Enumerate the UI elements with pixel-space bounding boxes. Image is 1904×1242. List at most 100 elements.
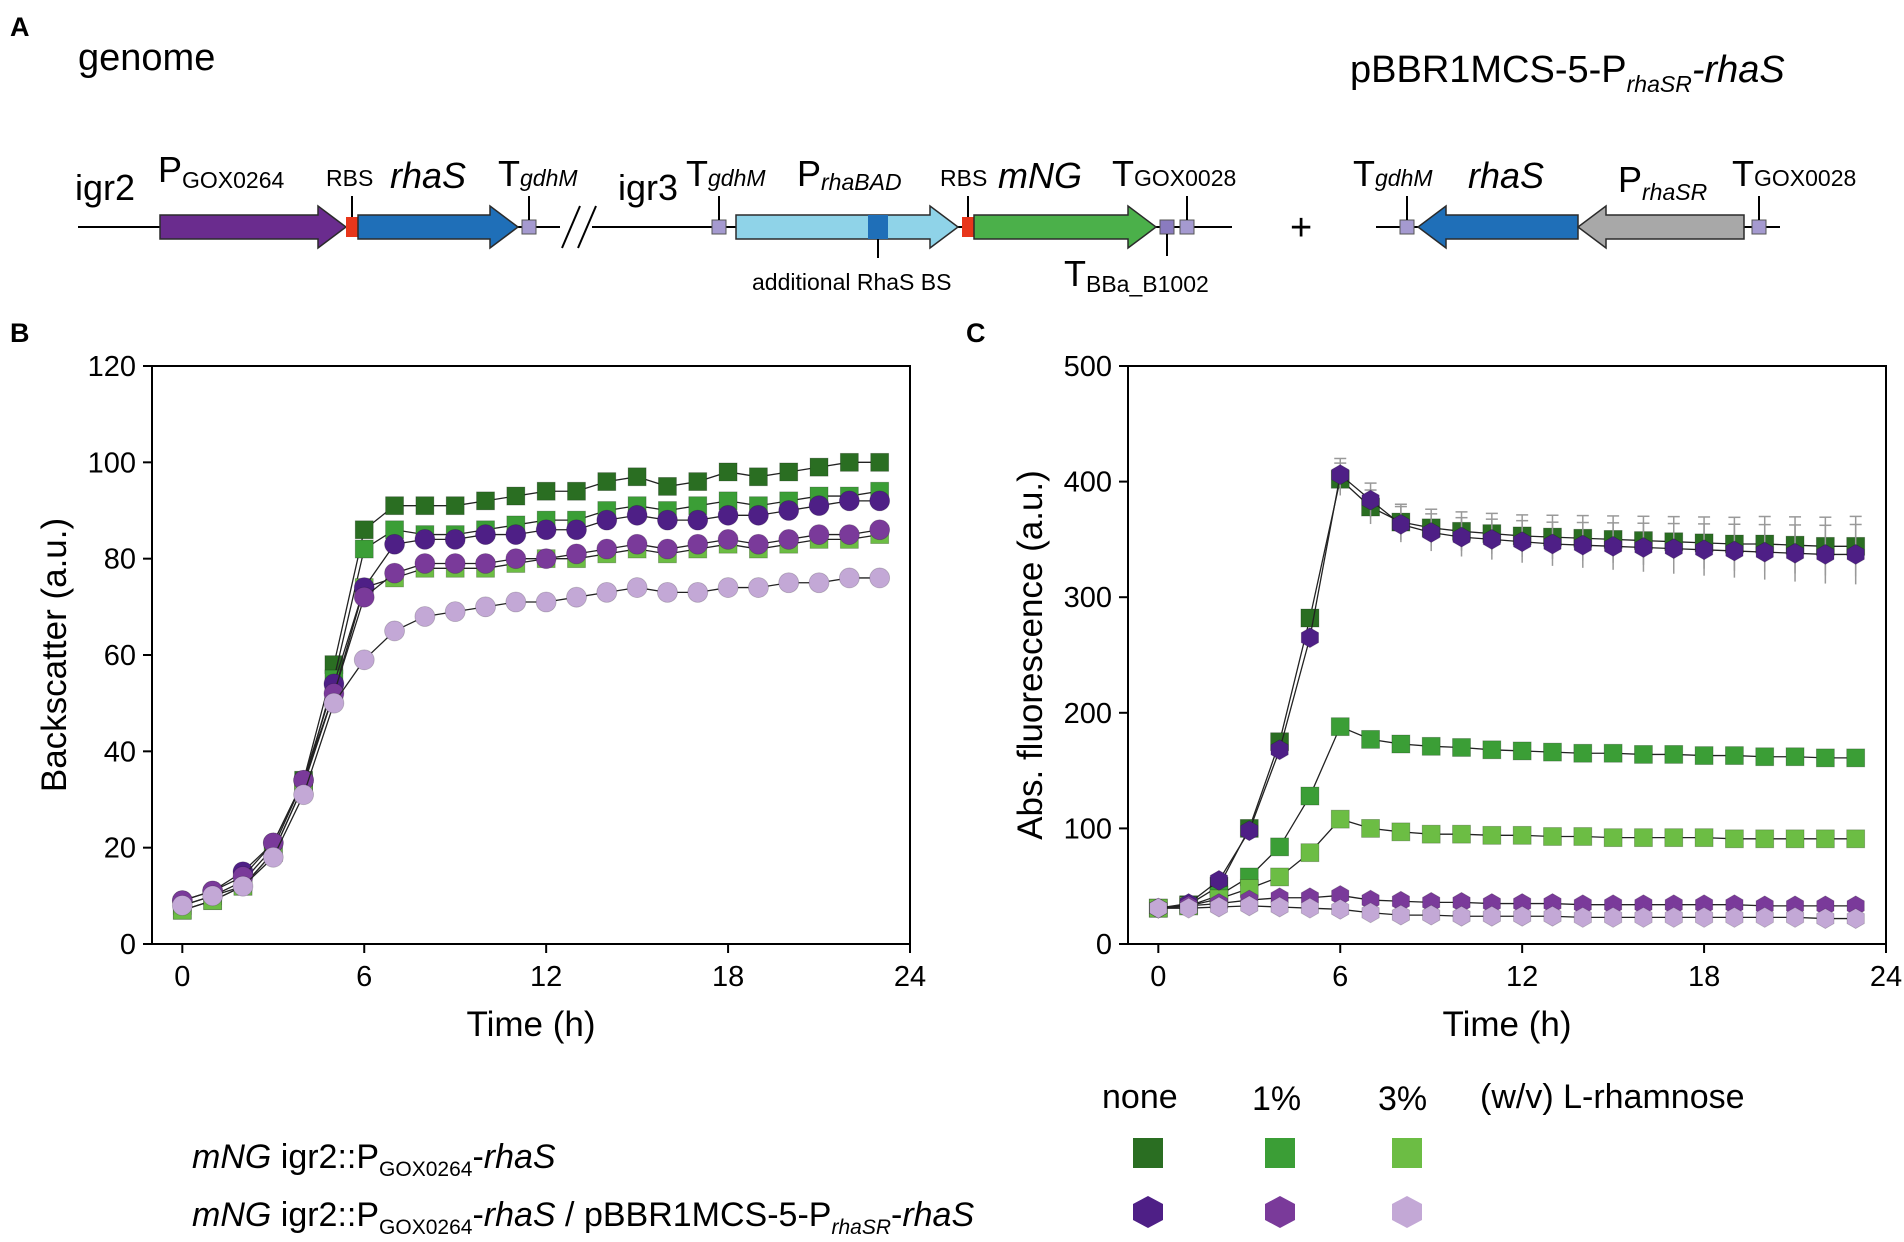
promoter-rhasr-sub: rhaSR	[1642, 179, 1707, 205]
terminator-gox0028-2-label: TGOX0028	[1732, 153, 1856, 194]
backscatter-data-point	[658, 477, 677, 496]
backscatter-data-point	[414, 529, 436, 550]
terminator-gdhm-1-main: T	[498, 153, 520, 194]
fluor-data-point	[1240, 820, 1259, 842]
promoter-rhasr-label: PrhaSR	[1618, 159, 1707, 205]
backscatter-data-point	[445, 496, 465, 516]
fluor-data-point	[1664, 828, 1684, 848]
fluor-data-point	[1240, 895, 1259, 917]
fluor-series-line	[1158, 725, 1856, 909]
fluor-data-point	[1421, 824, 1441, 844]
legend-row-2-c: / pBBR1MCS-5-P	[556, 1196, 832, 1234]
backscatter-data-point	[202, 885, 224, 907]
legend-row-1-label: mNG igr2::PGOX0264-rhaS	[192, 1138, 556, 1181]
fluor-data-point	[1330, 717, 1350, 737]
fluor-data-point	[1300, 608, 1320, 628]
fluor-data-point	[1664, 906, 1683, 928]
plasmid-title-main: pBBR1MCS-5-P	[1350, 49, 1627, 91]
backscatter-data-point	[688, 472, 708, 492]
fluor-data-point	[1634, 537, 1653, 558]
fluor-series-1	[1148, 462, 1866, 918]
legend-row-2-label: mNG igr2::PGOX0264-rhaS / pBBR1MCS-5-Prh…	[192, 1196, 974, 1239]
plasmid-title-sub: rhaSR	[1627, 71, 1692, 97]
fluor-data-point	[1694, 828, 1714, 848]
terminator-gdhm-1-box	[521, 219, 537, 235]
panel-label-a: A	[10, 12, 30, 42]
fluor-data-point	[1452, 526, 1471, 548]
legend-swatch-green-1pct	[1265, 1138, 1295, 1168]
terminator-gox0028-1-sub: GOX0028	[1134, 165, 1236, 191]
legend-row-2-b: -	[472, 1196, 483, 1234]
backscatter-data-point	[838, 524, 860, 545]
promoter-rhabad-main: P	[797, 153, 821, 194]
terminator-gdhm-3-main: T	[1353, 153, 1375, 194]
fluor-data-point	[1391, 513, 1410, 535]
terminator-gox0028-2-box	[1751, 219, 1767, 235]
promoter-gox0264-arrow	[159, 204, 348, 250]
fluor-data-point	[1270, 739, 1289, 761]
fluor-data-point	[1422, 904, 1441, 926]
chart-fluorescence: 0 6 12 18 24 0 100 200 300 400 500 Time (h) Abs. flu…	[1011, 351, 1902, 1044]
fluor-series-line	[1158, 905, 1856, 920]
backscatter-data-point	[505, 524, 527, 545]
terminator-gdhm-2-main: T	[686, 153, 708, 194]
fluor-data-point	[1543, 827, 1562, 846]
fluor-data-point	[1452, 738, 1471, 757]
fluor-data-point	[1725, 829, 1744, 849]
backscatter-data-point	[778, 529, 800, 550]
fluor-data-point	[1300, 786, 1320, 806]
legend-row-2-a: igr2::P	[271, 1196, 379, 1234]
terminator-gox0028-1-label: TGOX0028	[1112, 153, 1236, 194]
terminator-gox0028-1-main: T	[1112, 153, 1134, 194]
backscatter-y-tick-label: 60	[104, 640, 136, 672]
legend-row-2-sub2: rhaSR	[831, 1216, 891, 1239]
backscatter-data-point	[475, 524, 496, 545]
terminator-gdhm-2-sub: gdhM	[708, 165, 766, 191]
fluor-y-tick-label: 400	[1064, 467, 1112, 499]
backscatter-data-point	[748, 577, 769, 598]
fluor-y-tick-label: 500	[1064, 351, 1112, 383]
backscatter-data-point	[596, 538, 618, 560]
terminator-bba-box	[1159, 219, 1175, 235]
fluor-data-point	[1755, 906, 1774, 928]
backscatter-data-point	[384, 533, 405, 555]
backscatter-data-point	[566, 586, 587, 608]
fluor-data-point	[1330, 809, 1350, 829]
fluor-data-point	[1391, 734, 1411, 754]
fluor-data-point	[1149, 897, 1168, 919]
legend-swatch-purple-3pct	[1392, 1196, 1422, 1228]
mng-gene-arrow	[973, 204, 1158, 250]
terminator-gox0028-2-sub: GOX0028	[1754, 165, 1856, 191]
fluor-data-point	[1482, 740, 1502, 760]
panel-b: B 0 6 12 18 24 0 20 40 60 80 100 120 Time (h) Backsca…	[10, 318, 926, 1044]
fluor-data-point	[1452, 905, 1471, 927]
fluor-data-point	[1664, 745, 1684, 764]
backscatter-data-point	[476, 491, 495, 511]
backscatter-data-point	[596, 509, 618, 531]
fluor-y-tick-label: 300	[1064, 582, 1112, 614]
backscatter-data-point	[778, 572, 800, 594]
backscatter-data-point	[596, 581, 618, 603]
fluor-data-point	[1785, 747, 1805, 767]
backscatter-series-line	[182, 533, 880, 911]
promoter-rhasr-main: P	[1618, 159, 1642, 200]
backscatter-data-point	[535, 591, 557, 613]
legend-row-2-italic3: rhaS	[902, 1196, 974, 1234]
legend-row-1-a: igr2::P	[271, 1138, 379, 1176]
legend-row-1-italic2: rhaS	[484, 1138, 556, 1176]
backscatter-series-line	[182, 577, 880, 907]
fluor-data-point	[1604, 906, 1623, 928]
fluor-data-point	[1634, 745, 1653, 764]
legend-row-1-italic: mNG	[192, 1138, 271, 1176]
backscatter-data-point	[536, 481, 556, 501]
igr3-label: igr3	[618, 167, 678, 208]
fluor-data-point	[1543, 533, 1562, 555]
plus-sign: +	[1290, 207, 1312, 249]
backscatter-data-point	[535, 519, 557, 541]
panel-label-c: C	[966, 318, 986, 348]
break-mark-2	[577, 205, 597, 249]
fluor-data-point	[1755, 541, 1774, 563]
backscatter-data-point	[566, 543, 587, 565]
fluor-data-point	[1695, 539, 1714, 561]
promoter-gox0264-main: P	[158, 149, 182, 190]
